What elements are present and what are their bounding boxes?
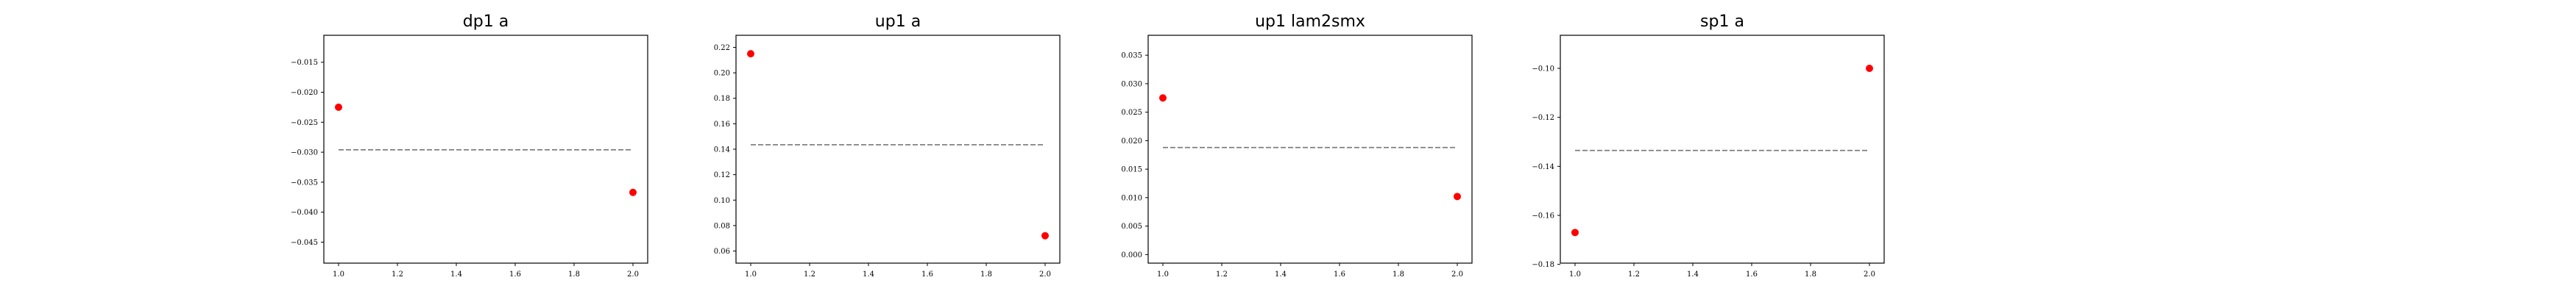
y-tick-label: −0.015 [291,59,318,67]
y-tick-label: 0.015 [1121,166,1142,174]
y-tick-label: −0.040 [291,209,318,217]
y-tick-label: −0.030 [291,149,318,157]
x-tick-label: 1.0 [1569,270,1581,279]
y-tick-label: 0.000 [1121,251,1142,259]
x-tick-label: 1.0 [745,270,757,279]
x-tick-label: 2.0 [627,270,639,279]
x-tick-label: 1.6 [1746,270,1758,279]
y-tick-label: −0.14 [1532,163,1554,171]
x-tick-label: 1.6 [1334,270,1345,279]
x-tick-label: 1.0 [1157,270,1169,279]
y-tick-label: 0.12 [714,171,730,179]
x-tick-label: 1.8 [1393,270,1404,279]
x-tick-label: 1.2 [804,270,815,279]
data-point [747,50,754,58]
subplot-dp1-a: dp1 a 1.0 1.2 1.4 1.6 1.8 2.0 −0.045 −0.040 −0.0… [291,12,648,279]
x-tick-label: 1.6 [509,270,521,279]
axes-frame [323,35,648,264]
y-tick-label: −0.020 [291,89,318,97]
x-tick-label: 1.2 [1216,270,1228,279]
subplot-sp1-a: sp1 a 1.0 1.2 1.4 1.6 1.8 2.0 −0.18 −0.16 −0.14 −… [1532,12,1885,279]
y-tick-label: 0.14 [714,146,730,154]
x-tick-label: 2.0 [1039,270,1051,279]
x-tick-label: 1.2 [1628,270,1640,279]
y-tick-label: 0.18 [714,95,730,103]
subplot-title: up1 lam2smx [1255,12,1365,31]
data-point [1454,193,1461,201]
y-tick-label: −0.045 [291,239,318,247]
y-tick-label: 0.20 [714,70,730,78]
x-tick-label: 1.8 [568,270,580,279]
subplot-title: dp1 a [463,12,509,31]
y-tick-label: −0.18 [1532,261,1554,269]
y-tick-label: 0.020 [1121,137,1142,146]
x-tick-label: 1.4 [1275,270,1287,279]
x-tick-label: 1.2 [392,270,403,279]
x-tick-label: 1.8 [980,270,992,279]
axes-frame [1560,35,1885,264]
x-tick-label: 1.4 [1687,270,1699,279]
y-tick-label: 0.030 [1121,80,1142,88]
x-tick-label: 2.0 [1451,270,1463,279]
y-tick-label: −0.16 [1532,212,1554,220]
y-tick-label: 0.035 [1121,52,1142,60]
x-tick-label: 1.4 [450,270,462,279]
y-tick-label: 0.005 [1121,223,1142,231]
data-point [335,103,342,111]
y-tick-label: 0.16 [714,121,730,129]
data-point [1159,94,1167,102]
data-point [1571,229,1579,237]
subplot-up1-a: up1 a 1.0 1.2 1.4 1.6 1.8 2.0 0.06 0.08 0.10 0.12… [714,12,1061,279]
data-point [1866,65,1873,72]
subplot-up1-lam2smx: up1 lam2smx 1.0 1.2 1.4 1.6 1.8 2.0 0.000 0.005… [1121,12,1473,279]
y-tick-label: −0.035 [291,179,318,187]
x-tick-label: 1.0 [333,270,344,279]
y-tick-label: 0.10 [714,197,730,205]
data-point [629,188,637,196]
subplot-title: up1 a [875,12,921,31]
subplot-title: sp1 a [1700,12,1744,31]
x-tick-label: 1.4 [863,270,874,279]
y-tick-label: 0.010 [1121,194,1142,202]
y-tick-label: −0.12 [1532,114,1554,122]
x-tick-label: 1.6 [921,270,933,279]
data-point [1041,232,1049,240]
x-tick-label: 2.0 [1864,270,1875,279]
y-tick-label: 0.22 [714,44,730,52]
axes-frame [1147,35,1473,264]
axes-frame [735,35,1061,264]
y-tick-label: −0.025 [291,119,318,127]
y-tick-label: 0.06 [714,248,730,256]
y-tick-label: −0.10 [1532,65,1554,74]
x-tick-label: 1.8 [1805,270,1816,279]
y-tick-label: 0.08 [714,222,730,230]
y-tick-label: 0.025 [1121,109,1142,117]
